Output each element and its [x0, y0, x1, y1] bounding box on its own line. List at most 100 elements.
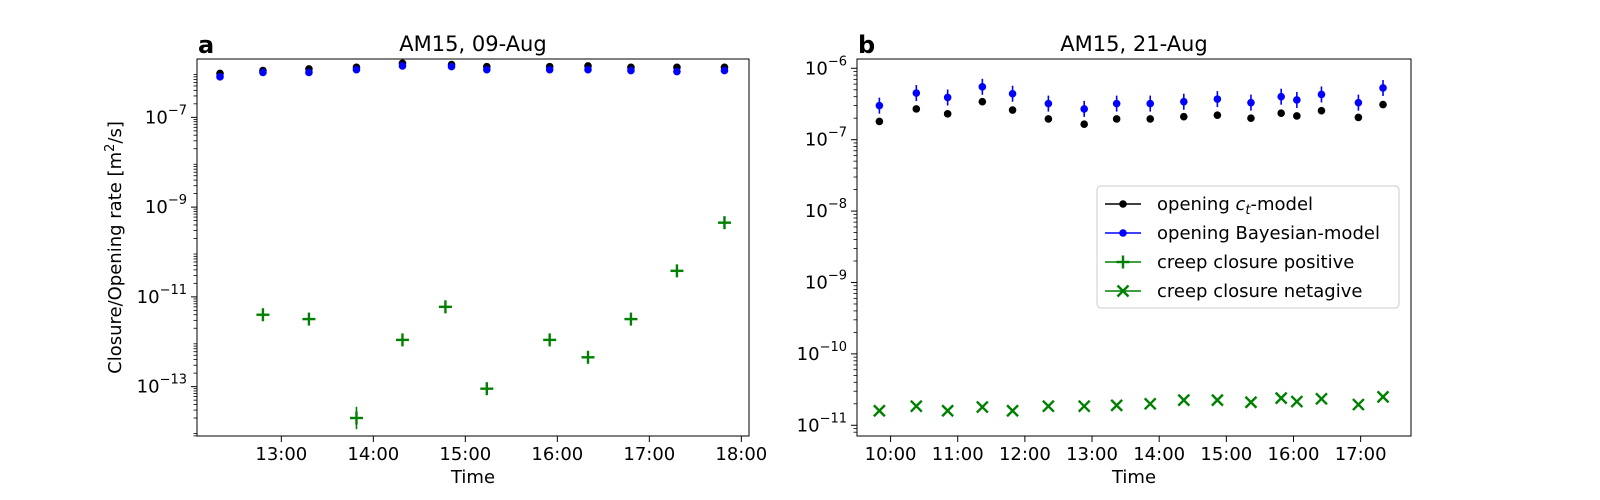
data-point: [584, 65, 592, 74]
data-point: [447, 62, 456, 71]
x-tick-label: 14:00: [347, 444, 399, 465]
data-point: [1006, 404, 1019, 418]
series-opening-ct: [875, 97, 1387, 128]
data-point: [216, 73, 224, 81]
data-point: [978, 83, 987, 91]
x-tick-label: 10:00: [865, 444, 917, 465]
data-point: [1080, 120, 1088, 128]
data-point: [943, 93, 952, 102]
data-point: [1354, 113, 1363, 122]
x-tick-label: 15:00: [1200, 444, 1252, 465]
y-tick-label: 10−10: [797, 340, 847, 365]
data-point: [912, 89, 921, 97]
x-tick-label: 18:00: [715, 444, 767, 465]
x-axis-label: Time: [1111, 467, 1156, 488]
data-point: [1352, 398, 1365, 411]
x-tick-label: 17:00: [1335, 444, 1387, 465]
data-point: [352, 65, 361, 74]
data-point: [259, 68, 267, 77]
x-tick-label: 13:00: [1066, 444, 1118, 465]
data-point: [873, 404, 886, 418]
data-point: [1008, 106, 1017, 114]
y-tick-label: 10−9: [145, 193, 187, 218]
legend-marker: [1119, 229, 1127, 237]
legend-marker: [1116, 255, 1130, 269]
data-point: [1379, 100, 1387, 109]
y-tick-label: 10−6: [805, 54, 847, 79]
data-point: [909, 399, 923, 413]
data-point: [1317, 90, 1326, 99]
legend: opening ct-model opening Bayesian-model cr…: [1096, 185, 1400, 309]
data-point: [1247, 114, 1255, 122]
data-point: [1293, 112, 1301, 120]
data-point: [438, 300, 452, 314]
data-point: [256, 308, 270, 322]
data-point: [1044, 115, 1053, 123]
data-point: [398, 62, 407, 70]
data-point: [1274, 391, 1288, 405]
legend-box: [1096, 185, 1400, 309]
data-point: [1110, 399, 1124, 412]
data-point: [349, 411, 363, 425]
data-point: [875, 117, 884, 126]
data-point: [1290, 395, 1304, 408]
data-point: [395, 333, 409, 347]
series-creep-negative: [873, 390, 1390, 418]
legend-marker: [1119, 200, 1127, 208]
y-tick-label: 10−7: [805, 126, 847, 151]
x-tick-label: 16:00: [531, 444, 583, 465]
x-tick-label: 15:00: [439, 444, 491, 465]
data-point: [673, 67, 681, 76]
data-point: [1008, 89, 1017, 98]
y-tick-label: 10−11: [797, 411, 847, 436]
legend-entry: creep closure positive: [1105, 252, 1354, 273]
data-point: [627, 66, 635, 75]
y-axis-label: Closure/Opening rate [m2/s]: [103, 121, 126, 374]
chart-title: AM15, 21-Aug: [1060, 32, 1207, 56]
data-point: [717, 216, 731, 230]
series-opening-bayes: [875, 78, 1387, 117]
plot-frame: [196, 58, 750, 437]
data-point: [1077, 399, 1091, 413]
data-point: [1277, 92, 1285, 101]
data-point: [1354, 98, 1363, 107]
data-point: [1376, 390, 1390, 404]
data-point: [1277, 109, 1285, 117]
data-point: [875, 101, 884, 110]
data-point: [1112, 115, 1121, 123]
data-point: [1146, 115, 1155, 123]
data-point: [670, 264, 684, 278]
data-point: [720, 66, 729, 75]
data-point: [305, 68, 313, 77]
plot-frame: [856, 58, 1412, 437]
series-opening-bayes: [216, 62, 729, 81]
data-point: [1146, 99, 1155, 108]
series-opening-ct: [216, 59, 729, 78]
data-point: [1143, 397, 1157, 411]
data-point: [1044, 99, 1053, 108]
data-point: [480, 382, 494, 396]
data-point: [1213, 95, 1222, 103]
panel-a-chart: 10−7 10−9 10−11 10−13 13:00 14:00 15:00 16:00 17…: [103, 31, 767, 488]
data-point: [1213, 111, 1222, 120]
data-point: [912, 105, 921, 113]
y-tick-label: 10−9: [805, 268, 847, 293]
legend-label: opening ct-model: [1157, 194, 1313, 218]
legend-entry: opening Bayesian-model: [1105, 223, 1380, 244]
x-tick-label: 12:00: [999, 444, 1051, 465]
y-tick-label: 10−8: [805, 197, 847, 222]
data-point: [1244, 395, 1258, 409]
data-point: [624, 312, 638, 326]
data-point: [1211, 393, 1224, 407]
panel-label: b: [858, 31, 875, 59]
legend-label: opening Bayesian-model: [1157, 223, 1380, 244]
x-tick-label: 13:00: [255, 444, 307, 465]
data-point: [1177, 393, 1191, 407]
data-point: [545, 65, 554, 74]
data-point: [941, 404, 955, 418]
data-point: [1112, 99, 1121, 108]
y-tick-label: 10−13: [137, 373, 187, 398]
panel-b-chart: 10−6 10−7 10−8 10−9 10−10 10−11 10:00 11:00 12:0…: [797, 31, 1412, 488]
series-creep-positive: [256, 216, 731, 430]
